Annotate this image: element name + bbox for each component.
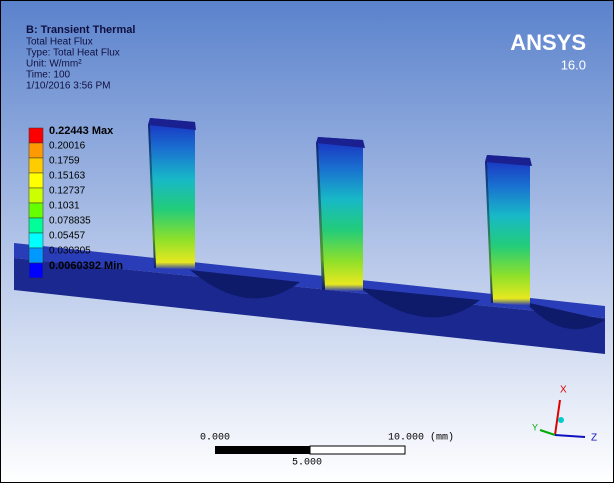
viewport: B: Transient Thermal Total Heat FluxType… <box>0 0 614 483</box>
legend-label: 0.1031 <box>49 201 80 212</box>
legend-label: 0.05457 <box>49 231 86 242</box>
header-line: 1/10/2016 3:56 PM <box>26 81 111 92</box>
scale-end: 10.000 (mm) <box>388 432 454 444</box>
triad-y: Y <box>532 422 538 432</box>
triad-z: Z <box>591 433 597 444</box>
legend-swatch <box>29 218 43 233</box>
scale-white <box>310 446 405 454</box>
legend-swatch <box>29 263 43 278</box>
scale-mid: 5.000 <box>292 458 322 469</box>
legend-swatch <box>29 173 43 188</box>
legend-label: 0.078835 <box>49 216 91 227</box>
legend-label: 0.030305 <box>49 246 91 257</box>
legend-swatch <box>29 188 43 203</box>
legend-label: 0.0060392 Min <box>49 260 123 272</box>
legend-label: 0.15163 <box>49 171 86 182</box>
legend-swatch <box>29 203 43 218</box>
header-title: B: Transient Thermal <box>26 24 135 36</box>
legend-swatch <box>29 233 43 248</box>
legend-label: 0.20016 <box>49 141 86 152</box>
legend-label: 0.1759 <box>49 156 80 167</box>
legend-swatch <box>29 158 43 173</box>
logo-version: 16.0 <box>561 57 586 72</box>
header-line: Total Heat Flux <box>26 37 93 48</box>
scale-start: 0.000 <box>200 433 230 444</box>
header-line: Unit: W/mm² <box>26 59 82 70</box>
legend-swatch <box>29 248 43 263</box>
header-line: Type: Total Heat Flux <box>26 48 120 59</box>
scale-black <box>215 446 310 454</box>
logo-name: ANSYS <box>510 30 586 55</box>
legend-swatch <box>29 143 43 158</box>
legend-swatch <box>29 128 43 143</box>
legend-label: 0.22443 Max <box>49 125 114 137</box>
triad-x: X <box>560 385 567 396</box>
legend-label: 0.12737 <box>49 186 86 197</box>
triad-ball <box>558 417 564 423</box>
header-line: Time: 100 <box>26 70 71 81</box>
